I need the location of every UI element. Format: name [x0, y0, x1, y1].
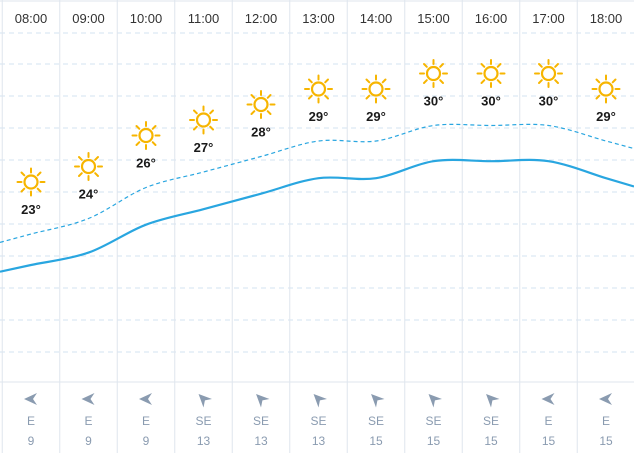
hour-label: 15:00 [417, 11, 450, 26]
hour-label: 11:00 [188, 11, 220, 26]
hour-label: 08:00 [15, 11, 48, 26]
wind-arrow-icon [486, 394, 500, 408]
wind-arrow-icon [256, 394, 270, 408]
temperature-label: 30° [481, 94, 501, 109]
wind-arrow-icon [428, 394, 442, 408]
wind-direction-label: SE [483, 414, 499, 428]
wind-speed-label: 15 [542, 434, 556, 448]
wind-direction-label: E [544, 414, 552, 428]
temperature-label: 23° [21, 202, 41, 217]
wind-direction-label: SE [253, 414, 269, 428]
wind-speed-label: 9 [143, 434, 150, 448]
wind-direction-label: SE [310, 414, 326, 428]
sun-icon [591, 74, 621, 104]
sun-icon [246, 90, 276, 119]
temperature-label: 27° [194, 140, 214, 155]
hour-label: 16:00 [475, 11, 508, 26]
temperature-label: 29° [366, 109, 386, 124]
wind-arrow-icon [599, 393, 612, 405]
hour-label: 14:00 [360, 11, 393, 26]
wind-direction-label: SE [195, 414, 211, 428]
wind-speed-label: 15 [599, 434, 613, 448]
wind-arrow-icon [541, 393, 555, 405]
wind-speed-label: 9 [28, 434, 35, 448]
wind-speed-label: 9 [85, 434, 92, 448]
wind-direction-label: SE [368, 414, 384, 428]
hour-label: 09:00 [72, 11, 105, 26]
hour-label: 12:00 [245, 11, 278, 26]
wind-direction-label: E [142, 414, 150, 428]
temperature-label: 30° [539, 94, 559, 109]
wind-direction-label: SE [425, 414, 441, 428]
wind-speed-label: 15 [427, 434, 441, 448]
wind-direction-label: E [84, 414, 92, 428]
temperature-label: 28° [251, 125, 271, 140]
temperature-label: 24° [79, 187, 99, 202]
sun-icon [16, 167, 46, 197]
series-line-dashed [0, 123, 634, 243]
sun-icon [534, 59, 563, 88]
temperature-label: 26° [136, 156, 156, 171]
wind-speed-label: 15 [369, 434, 383, 448]
series-line-solid [0, 158, 634, 273]
wind-direction-label: E [602, 414, 610, 428]
wind-direction-label: E [27, 414, 35, 428]
sun-icon [419, 59, 448, 88]
wind-speed-label: 13 [312, 434, 326, 448]
sun-icon [131, 121, 161, 150]
wind-arrow-icon [313, 394, 327, 408]
wind-speed-label: 13 [197, 434, 211, 448]
sun-icon [361, 74, 391, 104]
temperature-label: 30° [424, 94, 444, 109]
hour-label: 18:00 [590, 11, 623, 26]
sun-icon [304, 74, 333, 104]
temperature-label: 29° [596, 109, 616, 124]
wind-arrow-icon [81, 393, 95, 405]
sun-icon [74, 152, 103, 181]
wind-arrow-icon [139, 393, 152, 405]
wind-speed-label: 13 [254, 434, 268, 448]
hour-label: 17:00 [532, 11, 565, 26]
sun-icon [476, 59, 506, 88]
sun-icon [189, 105, 218, 135]
wind-speed-label: 15 [484, 434, 498, 448]
wind-arrow-icon [371, 394, 385, 408]
hour-label: 10:00 [130, 11, 163, 26]
wind-arrow-icon [198, 394, 212, 408]
temperature-label: 29° [309, 109, 329, 124]
hour-label: 13:00 [302, 11, 335, 26]
wind-arrow-icon [24, 393, 37, 405]
